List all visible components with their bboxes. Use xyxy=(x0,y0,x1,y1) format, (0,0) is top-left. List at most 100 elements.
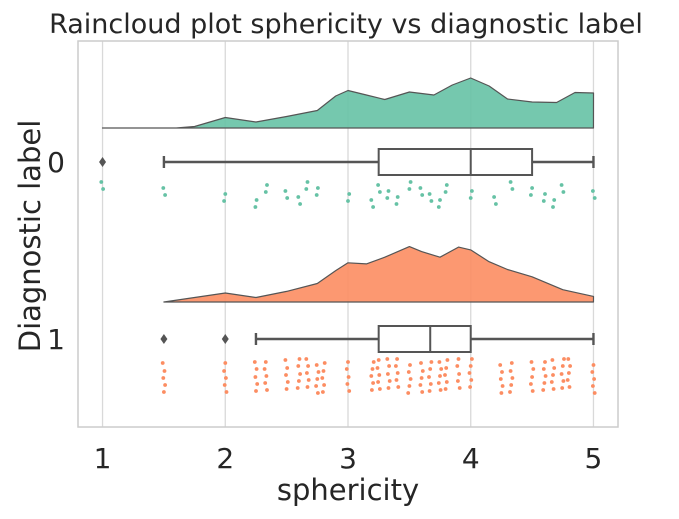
rain-point xyxy=(283,189,288,193)
rain-point xyxy=(445,358,450,362)
rain-point xyxy=(283,358,288,362)
rain-point xyxy=(377,373,382,377)
outlier-marker xyxy=(160,334,168,344)
rain-point xyxy=(371,360,376,364)
rain-point xyxy=(378,190,382,194)
rain-point xyxy=(371,381,375,385)
density-clouds xyxy=(101,77,595,303)
rain-point xyxy=(419,361,423,365)
rain-point xyxy=(592,377,596,381)
box-iqr xyxy=(377,148,534,176)
rain-point xyxy=(429,199,434,203)
rain-point xyxy=(492,195,496,199)
rain-point xyxy=(438,388,443,392)
rain-point xyxy=(443,190,448,194)
rain-point xyxy=(285,196,290,200)
rain-point xyxy=(297,379,301,383)
rain-point xyxy=(222,383,227,387)
rain-point xyxy=(561,379,566,383)
rain-point xyxy=(531,367,536,371)
rain-point xyxy=(508,369,513,373)
rain-point xyxy=(530,186,534,190)
rain-point xyxy=(99,180,104,184)
rain-point xyxy=(529,193,533,197)
rain-point xyxy=(160,361,165,365)
rain-point xyxy=(316,186,320,190)
rain-point xyxy=(529,382,533,386)
rain-point xyxy=(592,391,597,395)
rain-point xyxy=(468,364,473,368)
rain-point xyxy=(551,205,555,209)
boxplots xyxy=(99,148,595,353)
rain-point xyxy=(376,358,381,362)
rain-point xyxy=(254,389,258,393)
rain-point xyxy=(420,193,425,197)
rain-point xyxy=(253,205,258,209)
rain-point xyxy=(394,378,399,382)
rain-point xyxy=(376,183,380,187)
rain-point xyxy=(316,391,320,395)
rain-point xyxy=(443,373,447,377)
x-tick-label: 2 xyxy=(216,442,234,475)
rain-point xyxy=(470,357,474,361)
rain-point xyxy=(320,376,325,380)
x-tick-labels: 1 2 3 4 5 xyxy=(94,442,603,475)
rain-point xyxy=(347,192,352,196)
rain-point xyxy=(420,369,425,373)
rain-point xyxy=(543,374,548,378)
rain-point xyxy=(222,369,227,373)
rain-point xyxy=(419,376,424,380)
rain-point xyxy=(395,357,399,361)
rain-point xyxy=(386,189,391,193)
rain-point xyxy=(529,360,534,364)
rain-point xyxy=(510,187,515,191)
rain-point xyxy=(550,358,555,362)
y-tick-label: 0 xyxy=(47,146,65,179)
rain-point xyxy=(443,387,448,391)
rain-point xyxy=(456,357,461,361)
rain-point xyxy=(394,202,399,206)
rain-point xyxy=(255,382,260,386)
rain-point xyxy=(418,186,423,190)
rain-point xyxy=(551,387,556,391)
rain-point xyxy=(297,357,302,361)
rain-point xyxy=(346,375,351,379)
rain-point xyxy=(296,195,301,199)
rain-point xyxy=(305,180,310,184)
rain-point xyxy=(305,385,310,389)
rain-point xyxy=(314,384,318,388)
rain-point xyxy=(427,389,432,393)
rain-point xyxy=(468,196,473,200)
rain-point xyxy=(162,369,167,373)
outlier-marker xyxy=(221,334,229,344)
rain-point xyxy=(420,390,425,394)
rain-point xyxy=(263,381,268,385)
rain-point xyxy=(468,385,472,389)
y-tick-labels: 01 xyxy=(47,146,65,356)
rain-point xyxy=(436,381,441,385)
rain-point xyxy=(347,389,352,393)
rain-point xyxy=(552,198,557,202)
rain-point xyxy=(346,360,350,364)
rain-point xyxy=(284,373,288,377)
rain-point xyxy=(262,367,267,371)
rain-point xyxy=(509,361,514,365)
rain-point xyxy=(315,377,320,381)
rain-point xyxy=(457,372,461,376)
rain-point xyxy=(500,370,504,374)
rain-point xyxy=(252,360,257,364)
rain-point xyxy=(321,390,325,394)
rain-point xyxy=(386,386,391,390)
rain-point xyxy=(385,196,390,200)
density-cloud xyxy=(101,77,595,129)
rain-point xyxy=(591,363,596,367)
rain-point xyxy=(541,388,546,392)
rain-point xyxy=(428,367,433,371)
rain-point xyxy=(371,205,375,209)
y-tick-label: 1 xyxy=(47,323,65,356)
rain-point xyxy=(387,364,391,368)
rain-point xyxy=(444,366,449,370)
rain-point xyxy=(541,367,546,371)
rain-point xyxy=(387,379,392,383)
